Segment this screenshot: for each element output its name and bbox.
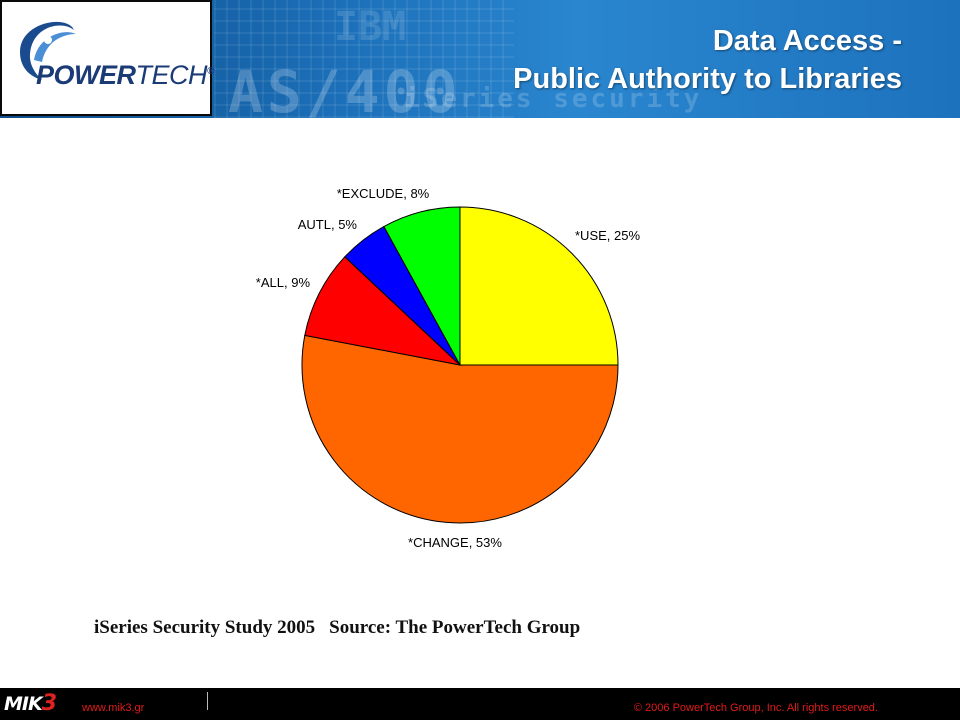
pie-label-exclude: *EXCLUDE, 8% xyxy=(337,186,430,201)
powertech-logo: POWERTECH® xyxy=(0,0,214,116)
pie-slice-all xyxy=(304,256,462,366)
background-grid xyxy=(214,0,514,118)
caption-study: iSeries Security Study 2005 xyxy=(94,617,316,638)
mik-text: MIK xyxy=(4,693,43,715)
footer-bar: MIK3 www.mik3.gr © 2006 PowerTech Group,… xyxy=(0,688,960,720)
mik3-logo: MIK3 xyxy=(4,691,57,716)
background-text-iseries: iSeries security xyxy=(404,84,703,114)
logo-tech-text: TECH xyxy=(135,60,208,90)
pie-chart: *USE, 25% *CHANGE, 53% *ALL, 9% AUTL, 5% *EX… xyxy=(256,186,641,550)
caption-source: Source: The PowerTech Group xyxy=(329,617,581,638)
pie-slice-use xyxy=(459,206,619,366)
footer-divider xyxy=(207,692,208,710)
pie-label-all: *ALL, 9% xyxy=(256,275,311,290)
footer-url-link[interactable]: www.mik3.gr xyxy=(82,702,145,714)
pie-label-autl: AUTL, 5% xyxy=(298,217,358,232)
pie-label-use: *USE, 25% xyxy=(575,228,640,243)
header-background-art: IBM AS/400 iSeries security xyxy=(214,0,960,118)
pie-slices xyxy=(301,206,619,524)
pie-label-change: *CHANGE, 53% xyxy=(408,535,502,550)
chart-caption: iSeries Security Study 2005 Source: The P… xyxy=(94,617,580,639)
registered-mark: ® xyxy=(207,66,214,77)
pie-slice-exclude xyxy=(383,206,461,366)
title-line-2: Public Authority to Libraries xyxy=(513,63,902,95)
logo-wordmark: POWERTECH® xyxy=(36,60,214,91)
footer-copyright: © 2006 PowerTech Group, Inc. All rights … xyxy=(633,702,878,714)
logo-power-text: POWER xyxy=(36,60,136,90)
mik-3-text: 3 xyxy=(41,691,57,716)
swirl-logo-icon xyxy=(20,21,76,80)
pie-labels: *USE, 25% *CHANGE, 53% *ALL, 9% AUTL, 5% *EX… xyxy=(256,186,641,550)
title-line-1: Data Access - xyxy=(712,25,902,57)
page-title: Data Access - Public Authority to Librar… xyxy=(513,22,902,98)
header-banner: IBM AS/400 iSeries security POWERTECH® D… xyxy=(0,0,960,118)
pie-slice-change xyxy=(301,334,619,524)
background-text-as400: AS/400 xyxy=(228,58,462,118)
background-text-ibm: IBM xyxy=(334,4,407,50)
